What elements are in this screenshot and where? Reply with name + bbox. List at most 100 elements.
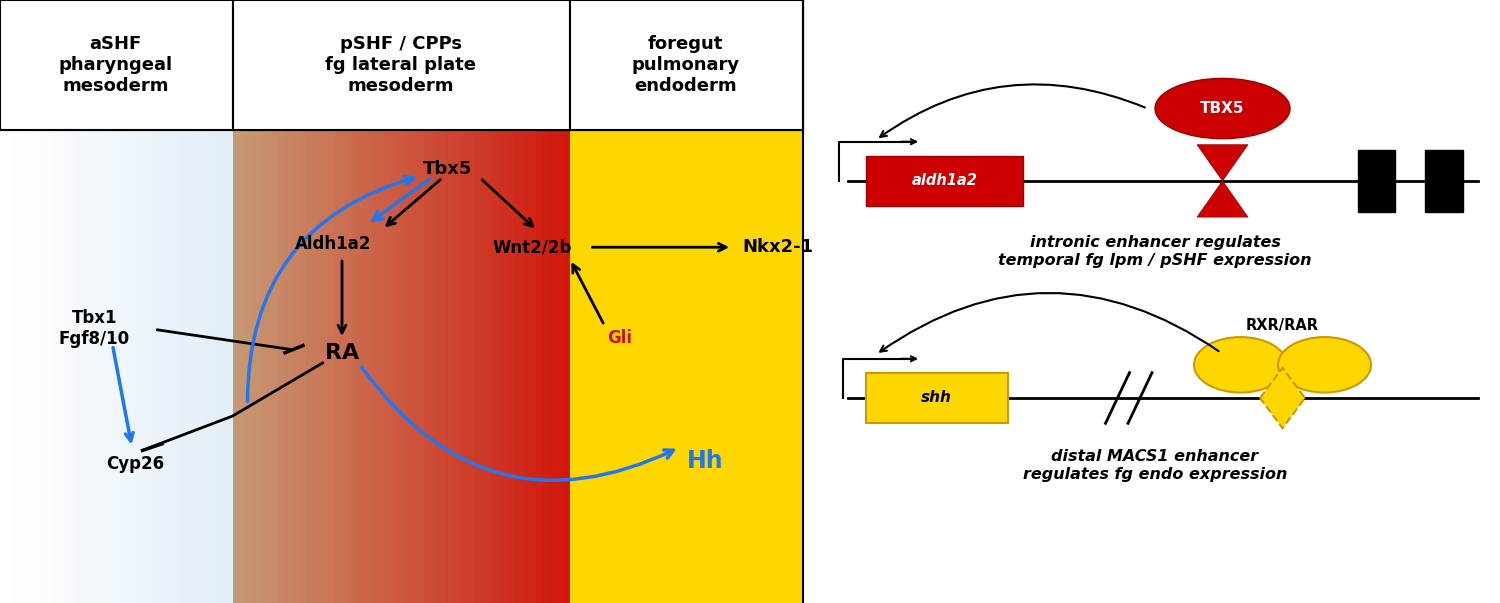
- Bar: [220, 130, 228, 603]
- Bar: [537, 130, 543, 603]
- Bar: [140, 130, 147, 603]
- Bar: [384, 130, 392, 603]
- Bar: [312, 130, 318, 603]
- Bar: [238, 130, 246, 603]
- Bar: [570, 130, 802, 603]
- Bar: [232, 130, 240, 603]
- Bar: [81, 130, 88, 603]
- Bar: [12, 130, 20, 603]
- Ellipse shape: [1155, 78, 1290, 139]
- Bar: [0, 0, 232, 130]
- Bar: [519, 130, 526, 603]
- Bar: [328, 130, 336, 603]
- Bar: [496, 130, 504, 603]
- Bar: [226, 130, 234, 603]
- Bar: [64, 130, 72, 603]
- Bar: [447, 130, 453, 603]
- Bar: [564, 130, 572, 603]
- Bar: [249, 130, 256, 603]
- Bar: [525, 130, 532, 603]
- Bar: [204, 130, 210, 603]
- Bar: [480, 130, 488, 603]
- Ellipse shape: [1278, 337, 1371, 393]
- Text: Tbx1
Fgf8/10: Tbx1 Fgf8/10: [58, 309, 130, 348]
- Text: RA: RA: [326, 343, 358, 363]
- Bar: [474, 130, 482, 603]
- Bar: [18, 130, 24, 603]
- Bar: [333, 130, 340, 603]
- Bar: [452, 130, 459, 603]
- Bar: [180, 130, 188, 603]
- Bar: [28, 130, 36, 603]
- Bar: [174, 130, 182, 603]
- Bar: [300, 130, 307, 603]
- Bar: [93, 130, 100, 603]
- Bar: [413, 130, 420, 603]
- Text: aSHF
pharyngeal
mesoderm: aSHF pharyngeal mesoderm: [58, 35, 172, 95]
- Bar: [548, 130, 555, 603]
- Bar: [468, 130, 476, 603]
- Bar: [294, 130, 302, 603]
- Bar: [243, 130, 250, 603]
- Bar: [513, 130, 520, 603]
- Bar: [0, 0, 802, 130]
- Bar: [272, 130, 279, 603]
- Bar: [6, 130, 14, 603]
- Bar: [122, 130, 129, 603]
- Bar: [34, 130, 42, 603]
- Bar: [503, 130, 510, 603]
- Bar: [186, 130, 194, 603]
- Bar: [441, 130, 447, 603]
- Text: Nkx2-1: Nkx2-1: [742, 238, 813, 256]
- Bar: [210, 130, 216, 603]
- Bar: [46, 130, 54, 603]
- Bar: [152, 130, 159, 603]
- Bar: [554, 130, 561, 603]
- Bar: [865, 156, 1023, 206]
- Bar: [378, 130, 386, 603]
- Polygon shape: [1197, 181, 1248, 217]
- Bar: [168, 130, 176, 603]
- Bar: [406, 130, 414, 603]
- Bar: [198, 130, 206, 603]
- Bar: [570, 0, 802, 130]
- Bar: [214, 130, 222, 603]
- Bar: [1358, 150, 1395, 212]
- Bar: [306, 130, 312, 603]
- Text: Gli: Gli: [608, 329, 633, 347]
- Bar: [345, 130, 352, 603]
- Text: aldh1a2: aldh1a2: [912, 174, 976, 188]
- Bar: [128, 130, 135, 603]
- Bar: [158, 130, 165, 603]
- Ellipse shape: [1194, 337, 1287, 393]
- Bar: [362, 130, 369, 603]
- Bar: [40, 130, 48, 603]
- Text: shh: shh: [921, 391, 952, 405]
- Text: distal MACS1 enhancer
regulates fg endo expression: distal MACS1 enhancer regulates fg endo …: [1023, 449, 1287, 482]
- Bar: [374, 130, 381, 603]
- Bar: [531, 130, 537, 603]
- Bar: [542, 130, 549, 603]
- Bar: [1425, 150, 1462, 212]
- Bar: [288, 130, 296, 603]
- Bar: [464, 130, 470, 603]
- Bar: [105, 130, 112, 603]
- Bar: [865, 373, 1008, 423]
- Bar: [24, 130, 30, 603]
- Bar: [0, 130, 8, 603]
- Bar: [316, 130, 324, 603]
- Text: Tbx5: Tbx5: [423, 160, 472, 178]
- Bar: [368, 130, 375, 603]
- Bar: [435, 130, 442, 603]
- Bar: [284, 130, 291, 603]
- Bar: [278, 130, 285, 603]
- Bar: [117, 130, 123, 603]
- Text: pSHF / CPPs
fg lateral plate
mesoderm: pSHF / CPPs fg lateral plate mesoderm: [326, 35, 476, 95]
- Bar: [509, 130, 516, 603]
- Text: Hh: Hh: [687, 449, 723, 473]
- Bar: [75, 130, 82, 603]
- Text: TBX5: TBX5: [1200, 101, 1245, 116]
- Bar: [192, 130, 200, 603]
- Bar: [458, 130, 465, 603]
- Bar: [419, 130, 426, 603]
